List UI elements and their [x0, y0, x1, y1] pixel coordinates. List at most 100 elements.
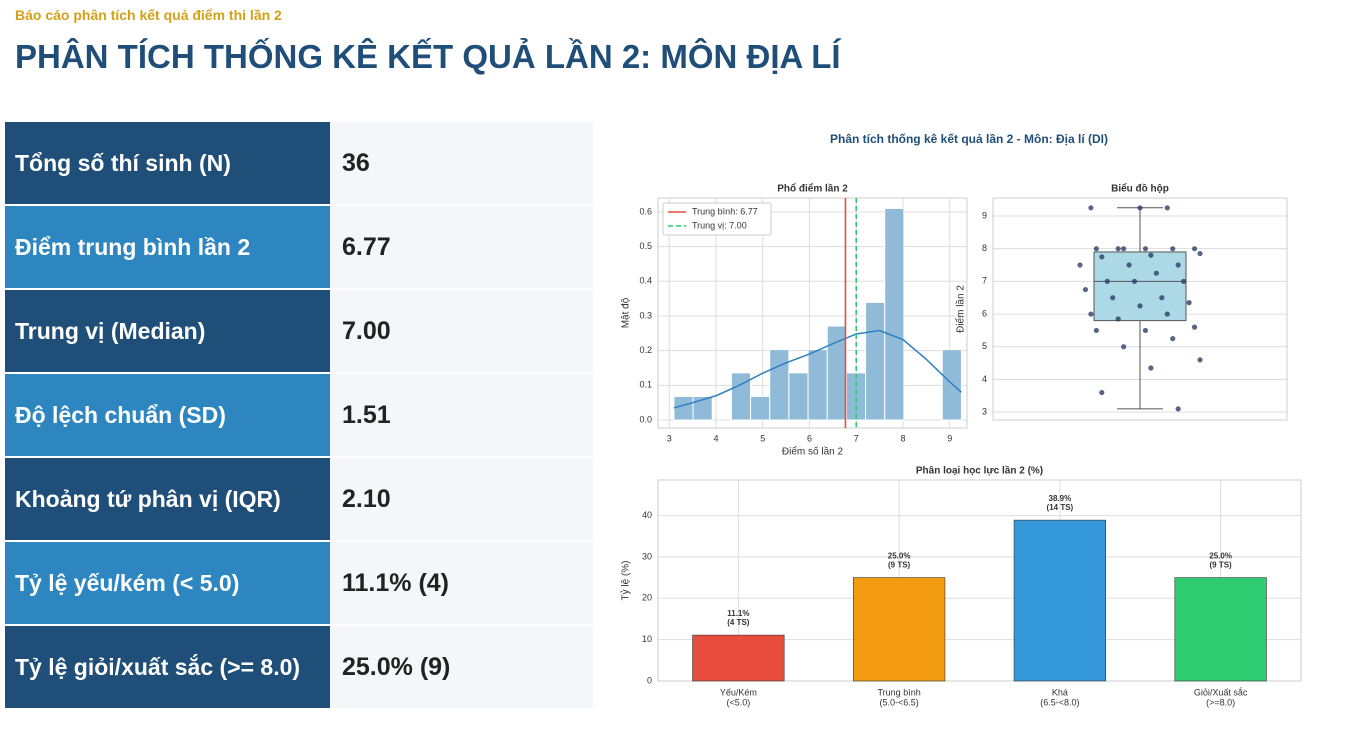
value-label: 11.1% [727, 609, 749, 618]
stat-label: Tổng số thí sinh (N) [5, 122, 330, 206]
box [1093, 251, 1187, 322]
y-tick-label: 0.2 [639, 345, 652, 355]
data-point [1077, 262, 1083, 268]
bar [1174, 577, 1267, 682]
data-point [1131, 278, 1138, 284]
data-point [1197, 357, 1203, 363]
table-row: Tỷ lệ giỏi/xuất sắc (>= 8.0) 25.0% (9) [5, 626, 593, 710]
figure: Phân tích thống kê kết quả lần 2 - Môn: … [620, 132, 1302, 707]
data-point [1181, 278, 1187, 284]
y-tick-label: 0.5 [639, 241, 652, 251]
stat-label: Khoảng tứ phân vị (IQR) [5, 458, 330, 542]
axes-frame [657, 479, 1302, 682]
data-point [1148, 252, 1154, 258]
table-row: Tỷ lệ yếu/kém (< 5.0) 11.1% (4) [5, 542, 593, 626]
data-point [1191, 246, 1198, 252]
legend-label: Trung vị: 7.00 [692, 220, 747, 230]
data-point [1153, 270, 1159, 276]
y-tick-label: 9 [982, 210, 987, 220]
histogram-bar [826, 325, 847, 421]
data-point [1197, 250, 1203, 257]
data-point [1093, 327, 1099, 334]
y-tick-label: 0.4 [639, 276, 652, 286]
x-tick-label: 3 [667, 433, 672, 443]
stat-value: 1.51 [330, 374, 593, 458]
figure-title: Phân tích thống kê kết quả lần 2 - Môn: … [830, 132, 1108, 146]
histogram-bar [769, 349, 790, 421]
x-tick-label: (6.5-<8.0) [1040, 697, 1079, 707]
y-tick-label: 30 [642, 551, 652, 561]
x-tick-label: 7 [854, 433, 859, 443]
legend-box [662, 202, 772, 236]
data-point [1148, 365, 1154, 371]
data-point [1093, 246, 1099, 252]
x-tick-label: 9 [947, 433, 952, 443]
x-tick-label: 6 [807, 433, 812, 443]
data-point [1126, 262, 1132, 268]
data-point [1099, 389, 1105, 396]
table-row: Tổng số thí sinh (N) 36 [5, 122, 593, 206]
data-point [1170, 335, 1176, 342]
y-tick-label: 0.6 [639, 206, 652, 216]
stat-label: Tỷ lệ giỏi/xuất sắc (>= 8.0) [5, 626, 330, 710]
data-point [1115, 246, 1121, 252]
data-point [1175, 406, 1181, 412]
value-label: (4 TS) [727, 618, 750, 627]
data-point [1137, 205, 1143, 211]
stat-label: Trung vị (Median) [5, 290, 330, 374]
histogram-bar [788, 372, 809, 421]
data-point [1164, 311, 1170, 317]
data-point [1170, 246, 1176, 252]
data-point [1142, 246, 1149, 252]
histogram-bar [941, 349, 962, 421]
stat-value: 2.10 [330, 458, 593, 542]
histogram-bar [673, 395, 694, 421]
x-tick-label: Khá [1052, 687, 1068, 697]
value-label: (14 TS) [1047, 503, 1074, 512]
x-tick-label: Giỏi/Xuất sắc [1194, 687, 1248, 697]
data-point [1121, 246, 1127, 252]
data-point [1088, 205, 1094, 211]
bar [692, 634, 785, 682]
stat-value: 36 [330, 122, 593, 206]
histogram-bar [865, 301, 886, 421]
histogram-bar [692, 395, 713, 421]
data-point [1186, 300, 1192, 306]
y-tick-label: 10 [642, 634, 652, 644]
y-tick-label: 5 [982, 341, 987, 351]
y-axis-label: Điểm lần 2 [955, 285, 967, 333]
value-label: (9 TS) [888, 561, 911, 570]
report-title: PHÂN TÍCH THỐNG KÊ KẾT QUẢ LẦN 2: MÔN ĐỊ… [15, 38, 841, 75]
y-tick-label: 0.0 [639, 414, 652, 424]
table-row: Trung vị (Median) 7.00 [5, 290, 593, 374]
x-tick-label: Yếu/Kém [720, 687, 757, 697]
y-tick-label: 0.1 [639, 380, 652, 390]
histogram-bar [884, 207, 905, 421]
axes-frame [992, 197, 1288, 421]
y-tick-label: 6 [982, 308, 987, 318]
x-axis-label: Điểm số lần 2 [782, 446, 844, 458]
value-label: 25.0% [1209, 552, 1232, 561]
chart-title: Phổ điểm lần 2 [777, 183, 848, 195]
stat-label: Tỷ lệ yếu/kém (< 5.0) [5, 542, 330, 626]
y-tick-label: 8 [982, 243, 987, 253]
data-point [1175, 262, 1181, 268]
y-tick-label: 4 [982, 374, 987, 384]
data-point [1110, 295, 1116, 301]
y-tick-label: 0.3 [639, 310, 652, 320]
stat-value: 11.1% (4) [330, 542, 593, 626]
y-tick-label: 0 [647, 675, 652, 685]
data-point [1121, 344, 1127, 350]
value-label: 25.0% [888, 552, 911, 561]
data-point [1104, 278, 1110, 284]
data-point [1159, 295, 1165, 301]
x-tick-label: (5.0-<6.5) [879, 697, 918, 707]
data-point [1115, 316, 1121, 322]
y-tick-label: 3 [982, 407, 987, 417]
stat-value: 7.00 [330, 290, 593, 374]
y-tick-label: 40 [642, 510, 652, 520]
bar [1013, 519, 1106, 682]
kde-line [673, 329, 962, 409]
data-point [1082, 286, 1089, 293]
